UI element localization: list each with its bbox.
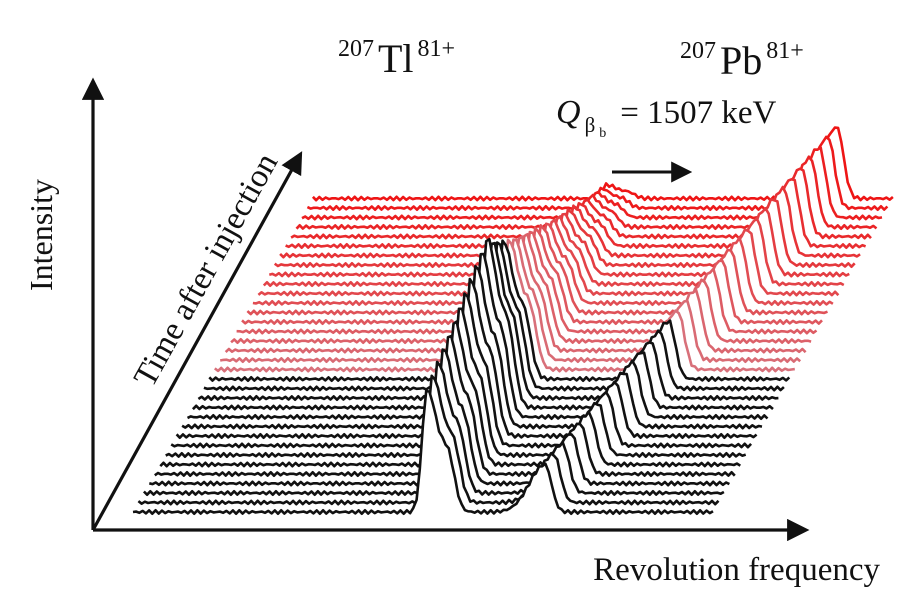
- y-axis-label: Intensity: [23, 179, 59, 291]
- daughter-peak-label: 207 Pb 81+: [680, 38, 804, 83]
- parent-element: Tl: [378, 36, 414, 81]
- depth-axis-label: Time after injection: [127, 147, 285, 393]
- parent-peak-label: 207 Tl 81+: [338, 36, 455, 81]
- parent-mass-number: 207: [338, 36, 374, 62]
- q-symbol: Q: [556, 94, 581, 131]
- q-value: = 1507 keV: [620, 95, 776, 131]
- x-axis-label: Revolution frequency: [593, 552, 880, 588]
- q-value-annotation: Q β b = 1507 keV: [556, 94, 777, 141]
- spectrum-trace: [132, 389, 714, 515]
- axes: [81, 77, 810, 542]
- q-sub-subscript: b: [599, 126, 606, 141]
- spectra-traces: [132, 126, 894, 515]
- time-axis: [91, 151, 303, 531]
- daughter-element: Pb: [720, 38, 762, 83]
- parent-charge: 81+: [418, 36, 456, 62]
- q-subscript: β: [585, 113, 596, 137]
- daughter-mass-number: 207: [680, 38, 716, 64]
- daughter-charge: 81+: [766, 38, 804, 64]
